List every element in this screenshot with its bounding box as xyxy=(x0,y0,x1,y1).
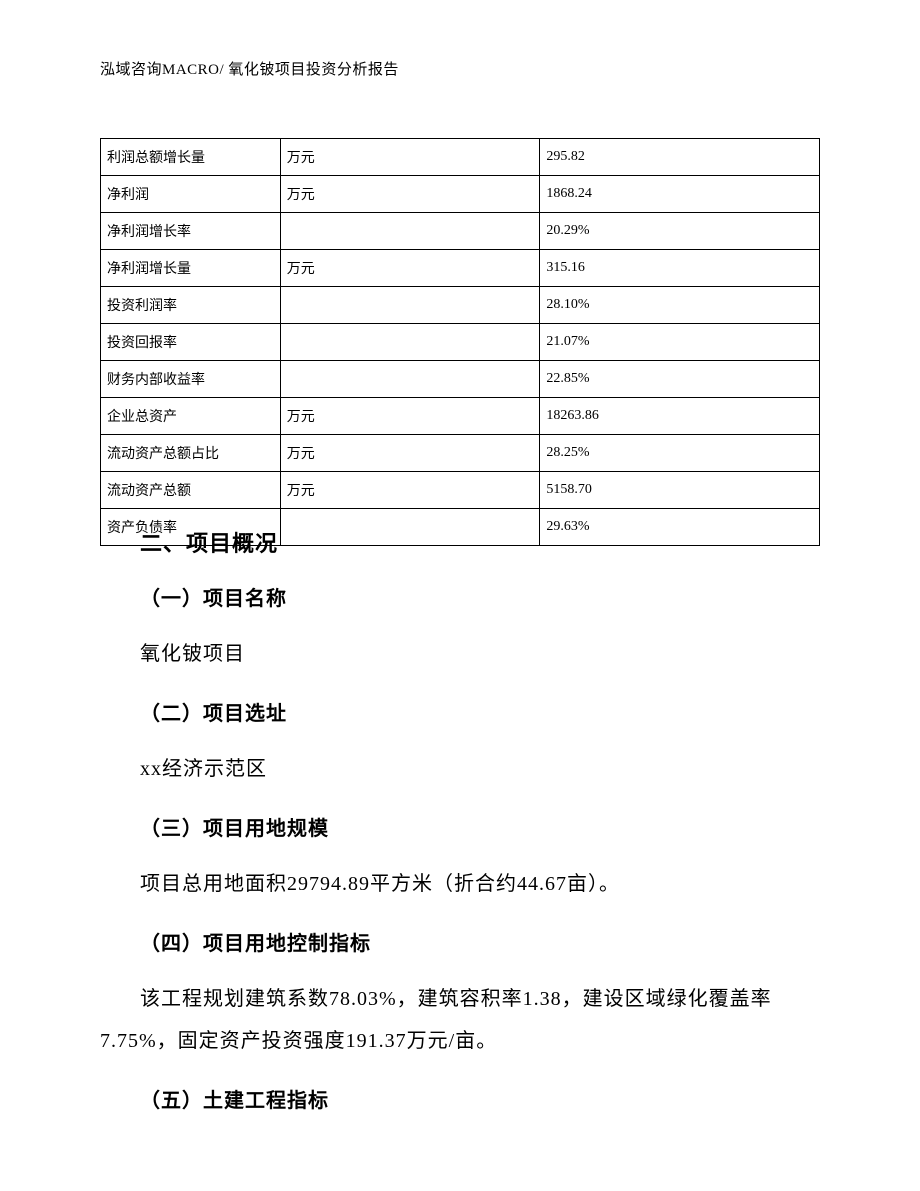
table-row: 流动资产总额占比 万元 28.25% xyxy=(101,435,820,472)
cell-value: 21.07% xyxy=(540,324,820,361)
cell-unit: 万元 xyxy=(280,472,540,509)
sub-heading-1: （一）项目名称 xyxy=(140,582,820,611)
financial-table: 利润总额增长量 万元 295.82 净利润 万元 1868.24 净利润增长率 … xyxy=(100,138,820,546)
cell-unit xyxy=(280,361,540,398)
cell-unit: 万元 xyxy=(280,398,540,435)
cell-value: 5158.70 xyxy=(540,472,820,509)
cell-label: 流动资产总额占比 xyxy=(101,435,281,472)
sub-heading-3: （三）项目用地规模 xyxy=(140,812,820,841)
table-row: 企业总资产 万元 18263.86 xyxy=(101,398,820,435)
sub-heading-2: （二）项目选址 xyxy=(140,697,820,726)
cell-value: 1868.24 xyxy=(540,176,820,213)
cell-unit: 万元 xyxy=(280,176,540,213)
cell-label: 净利润 xyxy=(101,176,281,213)
table-row: 净利润增长量 万元 315.16 xyxy=(101,250,820,287)
cell-label: 财务内部收益率 xyxy=(101,361,281,398)
table-row: 投资利润率 28.10% xyxy=(101,287,820,324)
cell-value: 28.25% xyxy=(540,435,820,472)
data-table-container: 利润总额增长量 万元 295.82 净利润 万元 1868.24 净利润增长率 … xyxy=(100,138,820,546)
cell-label: 净利润增长率 xyxy=(101,213,281,250)
table-row: 流动资产总额 万元 5158.70 xyxy=(101,472,820,509)
body-text-3: 项目总用地面积29794.89平方米（折合约44.67亩）。 xyxy=(140,863,820,905)
cell-label: 流动资产总额 xyxy=(101,472,281,509)
table-body: 利润总额增长量 万元 295.82 净利润 万元 1868.24 净利润增长率 … xyxy=(101,139,820,546)
cell-value: 20.29% xyxy=(540,213,820,250)
table-row: 净利润 万元 1868.24 xyxy=(101,176,820,213)
header-text: 泓域咨询MACRO/ 氧化铍项目投资分析报告 xyxy=(100,62,399,78)
table-row: 利润总额增长量 万元 295.82 xyxy=(101,139,820,176)
table-row: 投资回报率 21.07% xyxy=(101,324,820,361)
cell-value: 295.82 xyxy=(540,139,820,176)
cell-unit: 万元 xyxy=(280,250,540,287)
cell-label: 利润总额增长量 xyxy=(101,139,281,176)
cell-unit xyxy=(280,213,540,250)
body-text-2: xx经济示范区 xyxy=(140,748,820,790)
body-text-4: 该工程规划建筑系数78.03%，建筑容积率1.38，建设区域绿化覆盖率7.75%… xyxy=(100,978,820,1062)
table-row: 净利润增长率 20.29% xyxy=(101,213,820,250)
cell-label: 净利润增长量 xyxy=(101,250,281,287)
cell-value: 315.16 xyxy=(540,250,820,287)
cell-label: 投资回报率 xyxy=(101,324,281,361)
cell-value: 28.10% xyxy=(540,287,820,324)
cell-label: 企业总资产 xyxy=(101,398,281,435)
table-row: 财务内部收益率 22.85% xyxy=(101,361,820,398)
sub-heading-4: （四）项目用地控制指标 xyxy=(140,927,820,956)
cell-unit: 万元 xyxy=(280,435,540,472)
cell-unit xyxy=(280,287,540,324)
cell-label: 投资利润率 xyxy=(101,287,281,324)
content-area: 二、项目概况 （一）项目名称 氧化铍项目 （二）项目选址 xx经济示范区 （三）… xyxy=(100,526,820,1135)
sub-heading-5: （五）土建工程指标 xyxy=(140,1084,820,1113)
cell-value: 18263.86 xyxy=(540,398,820,435)
body-text-1: 氧化铍项目 xyxy=(140,633,820,675)
cell-value: 22.85% xyxy=(540,361,820,398)
page-header: 泓域咨询MACRO/ 氧化铍项目投资分析报告 xyxy=(100,58,399,79)
cell-unit xyxy=(280,324,540,361)
section-heading: 二、项目概况 xyxy=(140,526,820,558)
cell-unit: 万元 xyxy=(280,139,540,176)
